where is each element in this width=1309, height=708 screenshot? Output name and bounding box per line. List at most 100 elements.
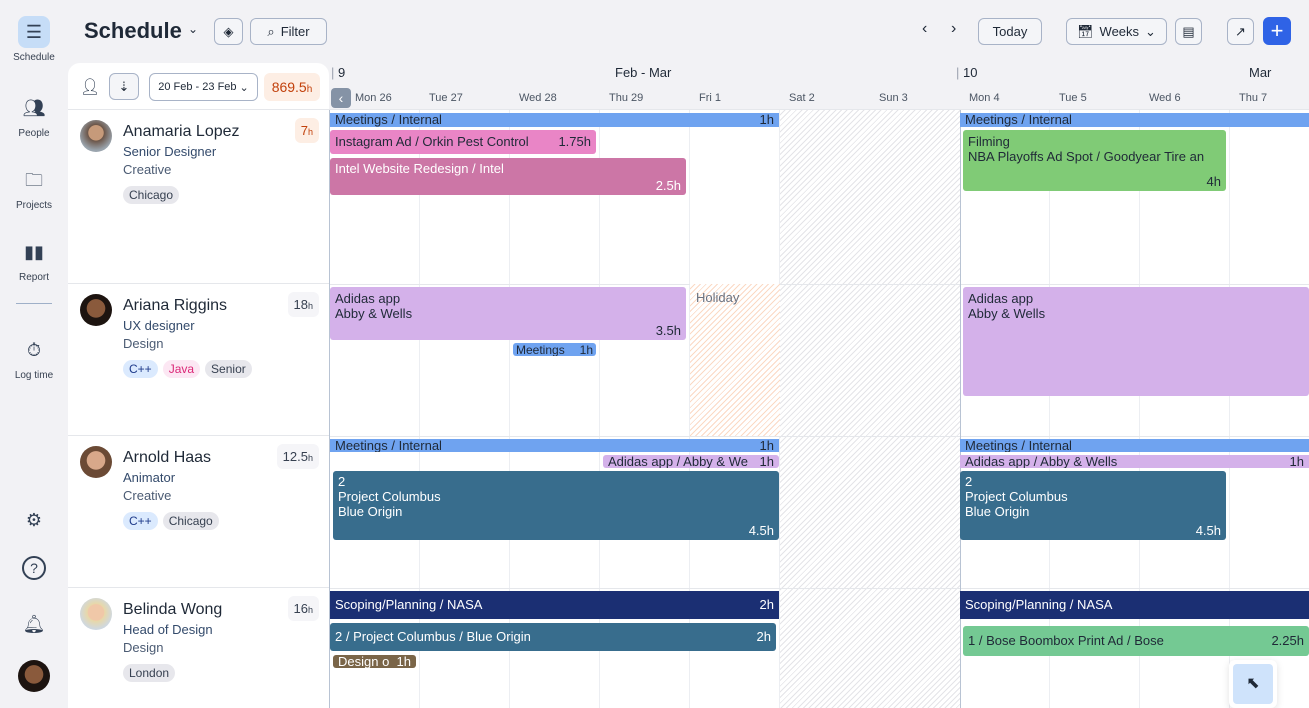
avatar [80,294,112,326]
person-role: Senior Designer [123,144,217,159]
event-hours: 1h [1289,455,1304,468]
collapse-panel-button[interactable]: ‹ [331,88,351,108]
share-button[interactable]: ↗ [1227,18,1254,45]
person-name: Belinda Wong [123,601,223,618]
people-icon: 👥︎ [22,98,46,118]
nav-label: Report [18,272,49,283]
event-filming[interactable]: Filming NBA Playoffs Ad Spot / Goodyear T… [963,130,1226,191]
left-nav: ☰ Schedule 👥︎ People 🗀 Projects ▮▮ Report ⏱︎… [0,0,68,708]
hours-unit: h [307,453,313,463]
event-project-columbus[interactable]: 2 / Project Columbus / Blue Origin 2h [330,623,776,651]
event-adidas-app[interactable]: Adidas app / Abby & Wells 1h [960,455,1309,468]
next-button[interactable]: › [951,20,957,37]
nav-report[interactable]: ▮▮ Report [0,236,68,283]
tag: Chicago [123,186,180,204]
day-header: Thu 29 [609,92,644,104]
avatar [80,598,112,630]
compact-view-button[interactable]: ▤ [1175,18,1202,45]
plus-icon: + [1270,18,1284,43]
pointer-tool-button[interactable]: ⬉ [1229,660,1277,708]
day-header: Thu 7 [1239,92,1268,104]
chevron-down-icon: ⌄ [239,81,249,94]
event-adidas-app[interactable]: Adidas app / Abby & We 1h [603,455,779,468]
week-label: 9 [338,65,346,80]
event-hours: 2.5h [655,178,681,193]
person-hours: 16h [287,596,319,621]
nav-label: Schedule [13,52,55,63]
notifications-button[interactable]: 🔔︎ [0,608,68,644]
hours-value: 18 [293,297,308,312]
sort-button[interactable]: ⇣ [109,73,139,100]
event-label: Filming [968,134,1010,149]
external-link-icon: ↗ [1235,23,1246,39]
event-adidas-app[interactable]: Adidas app Abby & Wells [963,287,1309,396]
tag: Senior [205,360,252,378]
date-range-select[interactable]: 20 Feb - 23 Feb ⌄ [149,73,258,101]
cursor-icon: ⬉ [1233,664,1273,704]
user-avatar[interactable] [18,660,50,692]
nav-divider [16,303,52,304]
nav-projects[interactable]: 🗀 Projects [0,164,68,211]
avatar [80,446,112,478]
event-meetings[interactable]: Meetings / Internal 1h [330,113,779,127]
title-chevron-icon[interactable]: ⌄ [188,22,199,36]
person-role: Head of Design [123,622,213,637]
event-scoping-planning[interactable]: Scoping/Planning / NASA [960,591,1309,619]
event-client: Abby & Wells [335,306,413,321]
event-hours: 1h [759,113,774,127]
event-adidas-app[interactable]: Adidas app Abby & Wells 3.5h [330,287,686,340]
event-scoping-planning[interactable]: Scoping/Planning / NASA 2h [330,591,779,619]
event-label: Intel Website Redesign / Intel [335,161,504,176]
event-label: Meetings / Internal [965,439,1072,452]
person-row[interactable]: Arnold Haas Animator Creative C++ Chicago… [68,436,329,588]
day-header: Wed 6 [1149,92,1181,104]
event-hours: 1h [759,439,774,452]
help-button[interactable]: ? [0,556,68,584]
day-column [1049,110,1050,708]
nav-label: Projects [15,200,53,211]
event-meetings[interactable]: Meetings / Internal [960,113,1309,127]
event-label: Meetings / Internal [335,113,442,127]
settings-button[interactable]: ⚙︎ [0,504,68,540]
event-label: Design o [338,655,390,668]
nav-log-time[interactable]: ⏱︎ Log time [0,334,68,381]
event-meetings[interactable]: Meetings 1h [513,343,596,356]
event-project-columbus[interactable]: 2 Project Columbus Blue Origin 4.5h [333,471,779,540]
today-button[interactable]: Today [978,18,1042,45]
day-header: Tue 27 [429,92,463,104]
person-name: Anamaria Lopez [123,123,240,140]
person-name: Ariana Riggins [123,297,228,314]
schedule-grid[interactable]: Meetings / Internal 1h Instagram Ad / Ork… [329,110,1309,708]
row-divider [329,588,1309,589]
hours-unit: h [307,605,313,615]
prev-button[interactable]: ‹ [922,20,928,37]
add-person-icon[interactable]: 👤︎ [80,79,101,96]
nav-people[interactable]: 👥︎ People [0,92,68,139]
person-department: Creative [123,488,172,503]
nav-schedule[interactable]: ☰ Schedule [0,16,68,63]
timeline-header: | 9 Feb - Mar | 10 Mar Mon 26 Tue 27 Wed 2… [329,63,1309,110]
event-instagram-ad[interactable]: Instagram Ad / Orkin Pest Control 1.75h [330,130,596,154]
event-label: Meetings / Internal [335,439,442,452]
view-select[interactable]: 📅︎ Weeks ⌄ [1066,18,1167,45]
event-meetings[interactable]: Meetings / Internal [960,439,1309,452]
hours-value: 12.5 [282,449,308,464]
event-intel-website[interactable]: Intel Website Redesign / Intel 2.5h [330,158,686,195]
person-row[interactable]: Anamaria Lopez Senior Designer Creative … [68,110,329,284]
weekend-area [780,110,960,708]
event-meetings[interactable]: Meetings / Internal 1h [330,439,779,452]
person-row[interactable]: Ariana Riggins UX designer Design C++ Jav… [68,284,329,436]
filter-button[interactable]: ⌕ Filter [250,18,327,45]
day-header: Mon 4 [969,92,1000,104]
holiday-label: Holiday [696,290,740,305]
event-design[interactable]: Design o 1h [333,655,416,668]
event-hours: 3.5h [655,323,681,338]
day-column [1139,110,1140,708]
person-row[interactable]: Belinda Wong Head of Design Design Londo… [68,588,329,708]
event-project-columbus[interactable]: 2 Project Columbus Blue Origin 4.5h [960,471,1226,540]
event-bose-boombox[interactable]: 1 / Bose Boombox Print Ad / Bose 2.25h [963,626,1309,656]
holiday-block: Holiday [690,284,780,436]
layers-button[interactable]: ◈ [214,18,243,45]
add-button[interactable]: + [1263,17,1291,45]
tag: Java [162,360,201,378]
